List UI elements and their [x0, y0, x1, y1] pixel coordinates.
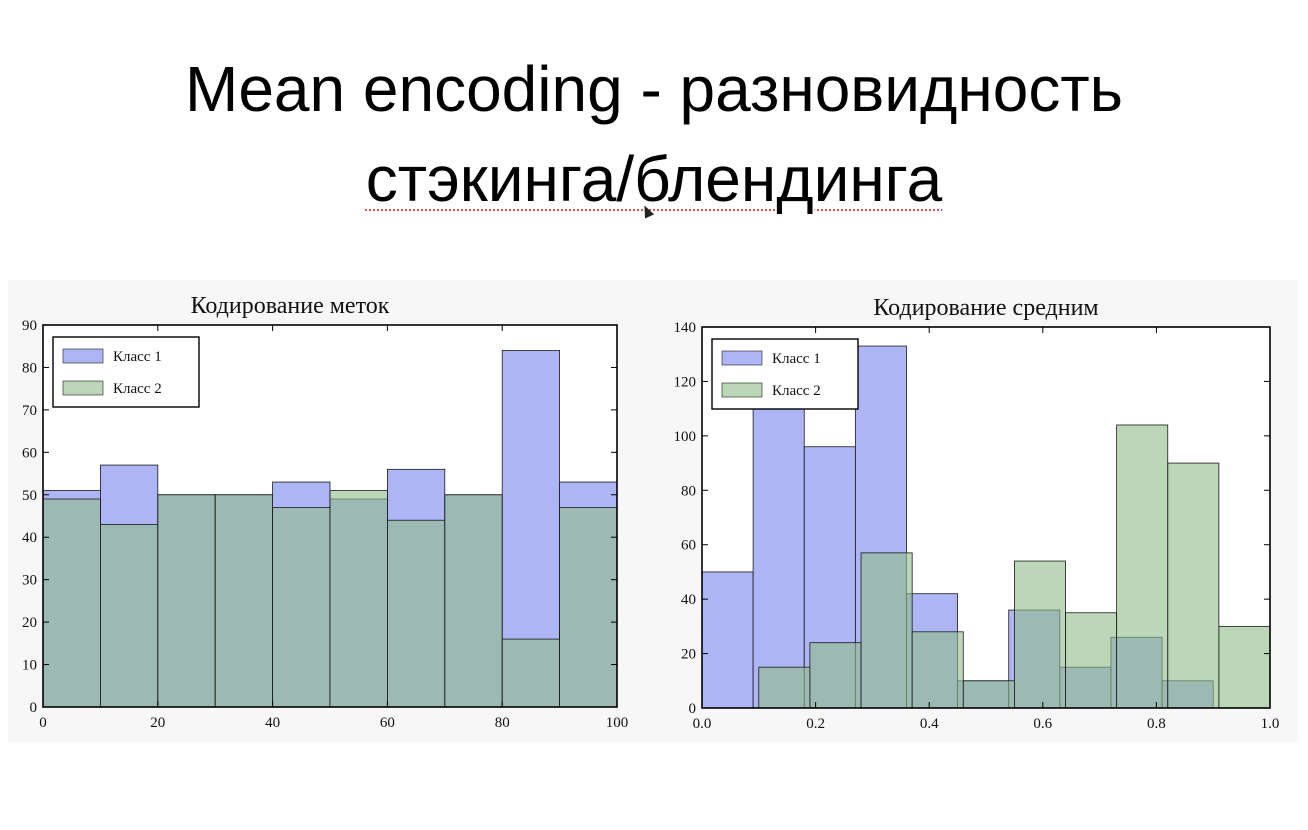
bar-class2	[559, 507, 618, 708]
bar-class1	[701, 571, 754, 709]
chart-2: 0.0 0.2 0.4 0.6 0.8 1.0 0 20 40 60 80 100 120 140 Коди…	[674, 295, 1280, 732]
bar-class2	[386, 519, 446, 708]
bar-class2	[1167, 462, 1220, 709]
x-tick-label: 0.8	[1147, 716, 1166, 732]
bar-class2	[42, 498, 101, 708]
legend-box	[711, 338, 859, 410]
x-tick-label: 0.2	[806, 716, 825, 732]
charts-svg: 0 20 40 60 80 100 0 10 20 30 40 50 60 70 80 90 Кодирован…	[22, 293, 1280, 732]
slide-title-line-2: стэкинга/блендинга	[365, 143, 943, 215]
x-tick-label: 40	[265, 715, 280, 731]
legend-swatch	[721, 350, 763, 366]
y-tick-label: 90	[22, 318, 37, 334]
legend-swatch	[62, 348, 104, 364]
x-tick-label: 0.6	[1033, 716, 1052, 732]
chart-1: 0 20 40 60 80 100 0 10 20 30 40 50 60 70 80 90 Кодирован…	[22, 293, 628, 731]
x-tick-label: 0.4	[920, 716, 939, 732]
y-tick-label: 20	[681, 647, 696, 663]
bar-class2	[214, 494, 273, 708]
y-tick-label: 20	[22, 615, 37, 631]
bar-class2	[860, 552, 913, 709]
legend-label: Класс 1	[772, 351, 821, 367]
bar-class2	[1218, 625, 1271, 709]
y-tick-label: 80	[681, 483, 696, 499]
chart-title: Кодирование средним	[873, 295, 1098, 321]
y-tick-label: 100	[674, 429, 697, 445]
charts-panel: 0 20 40 60 80 100 0 10 20 30 40 50 60 70 80 90 Кодирован…	[8, 280, 1298, 742]
y-tick-label: 50	[22, 488, 37, 504]
x-tick-label: 0.0	[693, 716, 712, 732]
bar-class2	[501, 638, 561, 708]
y-tick-label: 80	[22, 360, 37, 376]
x-tick-label: 0	[39, 715, 47, 731]
bar-class2	[1014, 560, 1066, 709]
x-tick-label: 100	[606, 715, 629, 731]
y-tick-label: 0	[689, 701, 697, 717]
y-tick-label: 70	[22, 403, 37, 419]
bar-class2	[1065, 612, 1118, 709]
y-tick-label: 0	[30, 700, 38, 716]
legend-swatch	[62, 380, 104, 396]
bar-class2	[758, 666, 811, 709]
y-tick-label: 30	[22, 573, 37, 589]
plot-frame	[42, 324, 618, 708]
bar-class2	[444, 494, 503, 708]
bar-class2	[157, 494, 216, 708]
bar-class2	[329, 490, 388, 708]
bar-class2	[809, 642, 862, 709]
legend: Класс 1 Класс 2	[711, 338, 859, 410]
legend-box	[52, 336, 200, 408]
y-tick-label: 10	[22, 658, 37, 674]
bar-class1	[752, 400, 805, 709]
bar-class2	[1116, 424, 1169, 709]
legend-swatch	[721, 382, 763, 398]
slide-title-line-1: Mean encoding - разновидность	[185, 53, 1123, 125]
legend: Класс 1 Класс 2	[52, 336, 200, 408]
plot-frame	[701, 326, 1271, 709]
x-tick-label: 20	[150, 715, 165, 731]
legend-label: Класс 1	[113, 349, 162, 365]
bar-class2	[911, 631, 964, 709]
bar-class2	[962, 680, 1015, 709]
y-tick-label: 40	[22, 530, 37, 546]
chart-title: Кодирование меток	[191, 293, 390, 319]
y-tick-label: 140	[674, 320, 697, 336]
legend-label: Класс 2	[772, 383, 821, 399]
bar-class2	[272, 507, 331, 708]
x-tick-label: 1.0	[1261, 716, 1280, 732]
legend-label: Класс 2	[113, 381, 162, 397]
x-tick-label: 60	[380, 715, 395, 731]
y-tick-label: 60	[681, 538, 696, 554]
y-tick-label: 60	[22, 445, 37, 461]
slide-title: Mean encoding - разновидность стэкинга/б…	[0, 44, 1308, 224]
y-tick-label: 120	[674, 374, 697, 390]
bar-class2	[100, 524, 159, 708]
y-tick-label: 40	[681, 592, 696, 608]
x-tick-label: 80	[495, 715, 510, 731]
